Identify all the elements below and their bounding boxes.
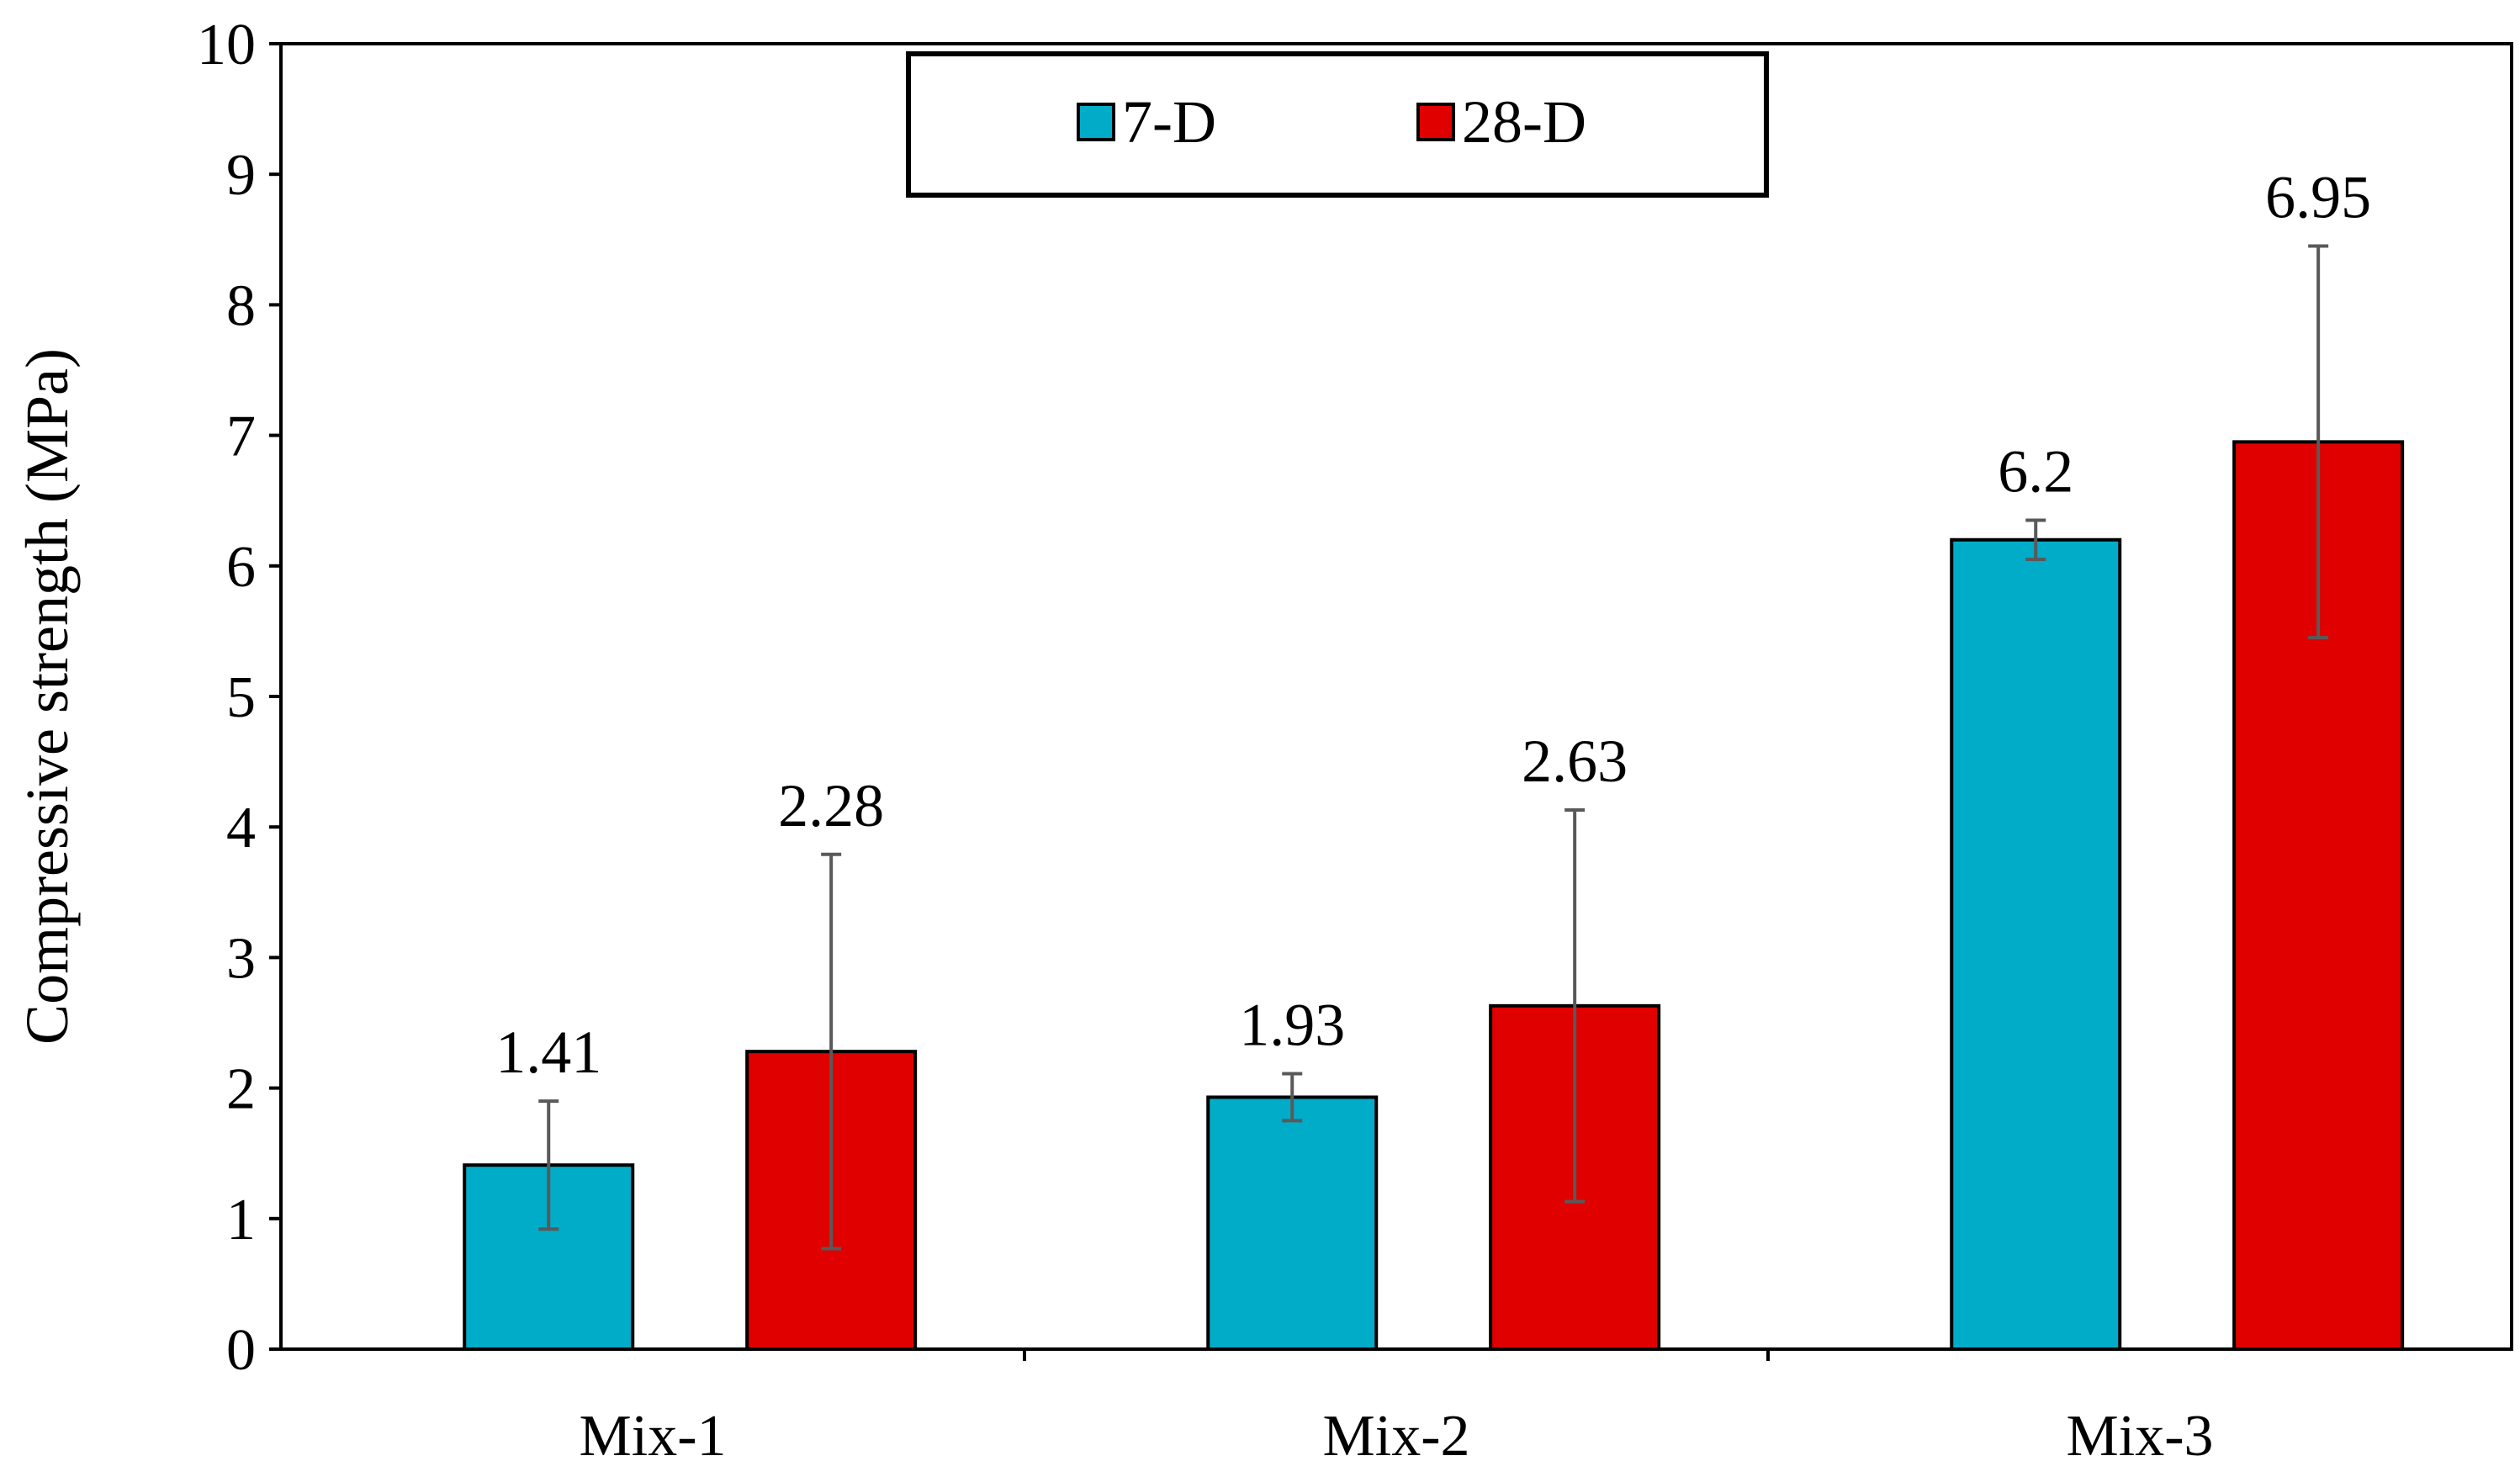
y-tick-label-7: 7: [226, 405, 256, 469]
y-axis-title: Compressive strength (MPa): [13, 348, 81, 1045]
error-bars-layer: [538, 244, 2329, 1251]
legend-label-28-D: 28-D: [1462, 88, 1586, 156]
y-tick-label-2: 2: [226, 1057, 256, 1122]
y-tick-label-10: 10: [197, 13, 256, 77]
legend: 7-D 28-D: [906, 51, 1769, 198]
data-label-28-D-Mix-1: 2.28: [778, 772, 884, 839]
y-tick-label-0: 0: [226, 1318, 256, 1383]
y-tick-label-5: 5: [226, 665, 256, 730]
x-category-label-Mix-3: Mix-3: [2067, 1404, 2214, 1469]
legend-swatch-7-D: [1077, 103, 1115, 141]
y-tick-label-8: 8: [226, 273, 256, 338]
legend-box: [906, 51, 1769, 198]
data-label-28-D-Mix-3: 6.95: [2265, 164, 2371, 231]
x-category-label-Mix-1: Mix-1: [580, 1404, 727, 1469]
y-tick-label-9: 9: [226, 143, 256, 208]
labels-layer: 1.41 1.93 6.2 2.28 2.63 6.95 0 1 2 3 4 5 6 7 8 9 10 Mix-1…: [13, 13, 2371, 1469]
bar-7-D-Mix-3: [1950, 537, 2122, 1351]
legend-label-7-D: 7-D: [1122, 88, 1216, 156]
y-tick-label-3: 3: [226, 926, 256, 991]
data-label-7-D-Mix-2: 1.93: [1239, 992, 1345, 1059]
x-category-label-Mix-2: Mix-2: [1323, 1404, 1470, 1469]
bar-7-D-Mix-2: [1206, 1095, 1379, 1351]
y-tick-label-4: 4: [226, 796, 256, 860]
y-tick-label-6: 6: [226, 535, 256, 600]
data-label-28-D-Mix-2: 2.63: [1522, 728, 1628, 795]
data-label-7-D-Mix-3: 6.2: [1998, 437, 2073, 505]
data-label-7-D-Mix-1: 1.41: [495, 1019, 601, 1086]
axes-layer: [269, 42, 2513, 1361]
legend-swatch-28-D: [1416, 103, 1455, 141]
y-tick-label-1: 1: [226, 1188, 256, 1252]
